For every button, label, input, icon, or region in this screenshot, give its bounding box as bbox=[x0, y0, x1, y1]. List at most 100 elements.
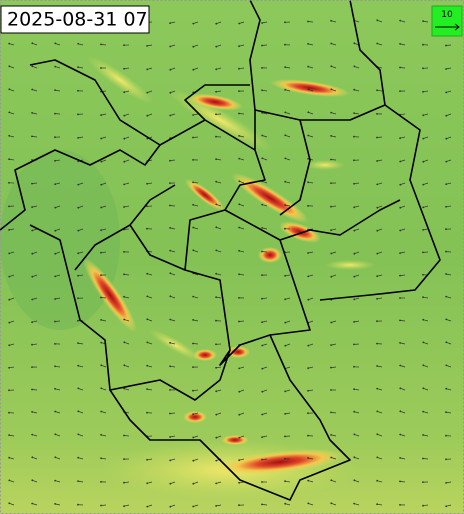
wind-arrowhead bbox=[284, 457, 286, 460]
wind-arrowhead bbox=[31, 182, 33, 185]
wind-arrowhead bbox=[123, 341, 126, 344]
wind-arrowhead bbox=[284, 502, 287, 505]
wind-arrowhead bbox=[353, 321, 355, 323]
wind-arrowhead bbox=[123, 206, 125, 208]
wind-arrowhead bbox=[307, 205, 309, 207]
wind-arrowhead bbox=[146, 114, 149, 117]
wind-arrowhead bbox=[238, 90, 240, 92]
wind-arrowhead bbox=[169, 45, 172, 48]
wind-arrowhead bbox=[445, 411, 447, 414]
wind-arrowhead bbox=[261, 89, 263, 92]
wind-arrowhead bbox=[123, 67, 125, 70]
wind-arrowhead bbox=[100, 114, 102, 116]
wind-arrowhead bbox=[353, 206, 356, 209]
wind-arrowhead bbox=[399, 66, 401, 69]
wind-arrowhead bbox=[399, 342, 401, 344]
wind-arrowhead bbox=[330, 158, 332, 161]
wind-arrowhead bbox=[123, 183, 126, 186]
wind-arrowhead bbox=[376, 206, 379, 209]
wind-arrowhead bbox=[261, 203, 264, 206]
wind-arrowhead bbox=[215, 505, 218, 507]
wind-arrowhead bbox=[54, 159, 56, 162]
wind-arrowhead bbox=[445, 137, 448, 140]
wind-arrowhead bbox=[376, 136, 378, 139]
wind-arrowhead bbox=[8, 366, 11, 369]
wind-arrowhead bbox=[238, 390, 241, 393]
wind-arrowhead bbox=[146, 205, 148, 208]
wind-arrowhead bbox=[422, 457, 424, 460]
wind-arrowhead bbox=[31, 42, 34, 45]
wind-arrowhead bbox=[399, 160, 402, 163]
wind-arrowhead bbox=[399, 433, 402, 436]
wind-arrowhead bbox=[330, 111, 333, 114]
wind-arrowhead bbox=[307, 43, 309, 45]
wind-arrowhead bbox=[307, 252, 309, 254]
wind-arrowhead bbox=[54, 503, 56, 505]
wind-arrowhead bbox=[422, 387, 425, 390]
wind-arrowhead bbox=[284, 111, 287, 114]
wind-arrowhead bbox=[54, 229, 57, 232]
wind-arrowhead bbox=[215, 68, 218, 71]
wind-arrowhead bbox=[330, 366, 332, 369]
wind-arrowhead bbox=[31, 411, 33, 413]
wind-arrowhead bbox=[445, 91, 448, 94]
wind-arrowhead bbox=[445, 505, 448, 508]
wind-arrowhead bbox=[215, 482, 218, 485]
wind-arrowhead bbox=[54, 183, 57, 186]
wind-arrowhead bbox=[215, 413, 218, 416]
wind-arrowhead bbox=[169, 227, 172, 229]
wind-arrowhead bbox=[261, 22, 263, 24]
wind-arrowhead bbox=[169, 318, 172, 321]
wind-arrowhead bbox=[31, 298, 34, 301]
wind-arrows bbox=[8, 19, 452, 508]
wind-arrowhead bbox=[376, 183, 379, 186]
wind-arrowhead bbox=[353, 298, 356, 301]
wind-arrowhead bbox=[54, 298, 56, 300]
wind-arrowhead bbox=[307, 88, 310, 91]
wind-arrowhead bbox=[353, 182, 355, 185]
wind-arrowhead bbox=[77, 206, 80, 209]
wind-arrowhead bbox=[445, 273, 447, 275]
wind-arrowhead bbox=[8, 344, 11, 347]
wind-arrowhead bbox=[77, 137, 79, 139]
wind-arrowhead bbox=[8, 321, 11, 324]
wind-arrowhead bbox=[77, 183, 80, 186]
wind-arrowhead bbox=[307, 457, 309, 459]
wind-arrowhead bbox=[399, 364, 402, 367]
wind-arrowhead bbox=[307, 275, 310, 278]
wind-arrowhead bbox=[215, 180, 218, 183]
wind-arrowhead bbox=[376, 160, 378, 162]
wind-arrowhead bbox=[399, 274, 401, 277]
wind-arrowhead bbox=[284, 344, 287, 347]
wind-arrowhead bbox=[353, 433, 356, 436]
wind-arrowhead bbox=[445, 183, 448, 186]
wind-arrowhead bbox=[146, 227, 148, 230]
wind-arrowhead bbox=[8, 389, 10, 392]
wind-arrowhead bbox=[100, 433, 102, 436]
wind-arrowhead bbox=[307, 479, 310, 482]
wind-arrowhead bbox=[146, 295, 149, 298]
wind-arrowhead bbox=[215, 272, 218, 275]
wind-arrowhead bbox=[123, 160, 126, 163]
wind-arrowhead bbox=[215, 135, 217, 138]
wind-arrowhead bbox=[422, 434, 424, 436]
border bbox=[0, 0, 261, 231]
wind-arrowhead bbox=[399, 19, 402, 22]
wind-arrowhead bbox=[169, 68, 172, 71]
wind-arrowhead bbox=[284, 435, 286, 438]
wind-arrowhead bbox=[8, 434, 11, 436]
wind-arrowhead bbox=[123, 273, 125, 276]
wind-arrowhead bbox=[54, 42, 57, 45]
wind-arrowhead bbox=[330, 275, 333, 278]
wind-arrowhead bbox=[307, 389, 309, 392]
wind-arrowhead bbox=[399, 480, 401, 483]
wind-arrowhead bbox=[445, 295, 448, 298]
wind-arrowhead bbox=[307, 181, 309, 184]
wind-arrowhead bbox=[192, 203, 195, 206]
wind-arrowhead bbox=[284, 390, 287, 393]
wind-arrowhead bbox=[100, 319, 102, 321]
wind-arrowhead bbox=[261, 274, 263, 276]
wind-arrowhead bbox=[353, 65, 356, 68]
wind-arrowhead bbox=[284, 66, 286, 68]
wind-arrowhead bbox=[215, 459, 218, 462]
